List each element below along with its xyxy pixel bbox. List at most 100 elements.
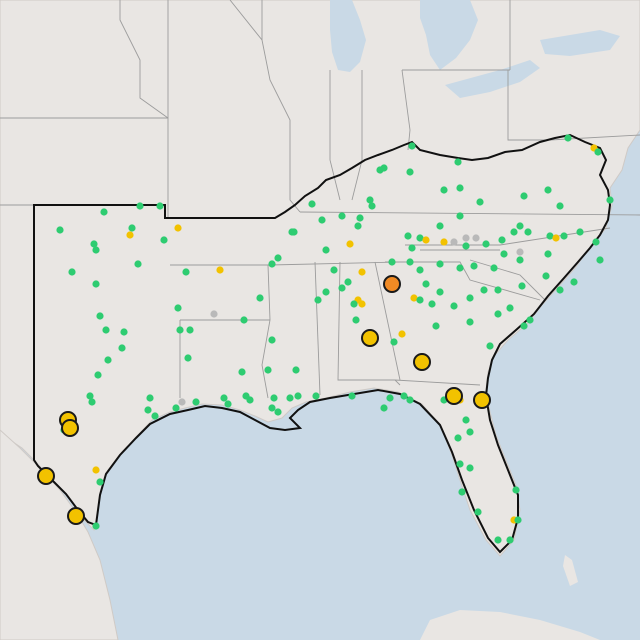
marker-green-dot-icon[interactable] <box>386 394 394 402</box>
marker-green-dot-icon[interactable] <box>474 508 482 516</box>
marker-green-dot-icon[interactable] <box>432 322 440 330</box>
marker-green-dot-icon[interactable] <box>436 222 444 230</box>
marker-green-dot-icon[interactable] <box>368 202 376 210</box>
marker-green-dot-icon[interactable] <box>406 168 414 176</box>
marker-green-dot-icon[interactable] <box>564 134 572 142</box>
marker-green-dot-icon[interactable] <box>128 224 136 232</box>
marker-green-dot-icon[interactable] <box>512 486 520 494</box>
marker-yellow-circle-icon[interactable] <box>67 507 85 525</box>
marker-green-dot-icon[interactable] <box>494 286 502 294</box>
marker-green-dot-icon[interactable] <box>408 142 416 150</box>
marker-green-dot-icon[interactable] <box>274 254 282 262</box>
marker-yellow-dot-icon[interactable] <box>126 231 134 239</box>
marker-green-dot-icon[interactable] <box>388 258 396 266</box>
marker-green-dot-icon[interactable] <box>454 434 462 442</box>
marker-gray-dot-icon[interactable] <box>462 234 470 242</box>
marker-green-dot-icon[interactable] <box>224 400 232 408</box>
marker-green-dot-icon[interactable] <box>406 396 414 404</box>
marker-green-dot-icon[interactable] <box>322 288 330 296</box>
marker-green-dot-icon[interactable] <box>546 232 554 240</box>
marker-green-dot-icon[interactable] <box>268 404 276 412</box>
marker-green-dot-icon[interactable] <box>308 200 316 208</box>
marker-green-dot-icon[interactable] <box>256 294 264 302</box>
marker-green-dot-icon[interactable] <box>440 186 448 194</box>
marker-green-dot-icon[interactable] <box>456 460 464 468</box>
marker-green-dot-icon[interactable] <box>338 212 346 220</box>
marker-green-dot-icon[interactable] <box>428 300 436 308</box>
marker-green-dot-icon[interactable] <box>560 232 568 240</box>
marker-yellow-dot-icon[interactable] <box>92 466 100 474</box>
marker-green-dot-icon[interactable] <box>268 336 276 344</box>
marker-green-dot-icon[interactable] <box>92 246 100 254</box>
marker-green-dot-icon[interactable] <box>312 392 320 400</box>
marker-green-dot-icon[interactable] <box>86 392 94 400</box>
marker-green-dot-icon[interactable] <box>500 250 508 258</box>
marker-green-dot-icon[interactable] <box>268 260 276 268</box>
marker-yellow-circle-icon[interactable] <box>473 391 491 409</box>
marker-green-dot-icon[interactable] <box>184 354 192 362</box>
marker-yellow-circle-icon[interactable] <box>61 419 79 437</box>
marker-green-dot-icon[interactable] <box>292 366 300 374</box>
marker-green-dot-icon[interactable] <box>96 312 104 320</box>
marker-green-dot-icon[interactable] <box>518 282 526 290</box>
marker-green-dot-icon[interactable] <box>322 246 330 254</box>
marker-green-dot-icon[interactable] <box>494 310 502 318</box>
marker-green-dot-icon[interactable] <box>380 164 388 172</box>
marker-green-dot-icon[interactable] <box>400 392 408 400</box>
marker-green-dot-icon[interactable] <box>506 536 514 544</box>
marker-green-dot-icon[interactable] <box>490 264 498 272</box>
marker-green-dot-icon[interactable] <box>96 478 104 486</box>
marker-green-dot-icon[interactable] <box>436 260 444 268</box>
marker-gray-dot-icon[interactable] <box>516 248 524 256</box>
marker-green-dot-icon[interactable] <box>390 338 398 346</box>
marker-green-dot-icon[interactable] <box>288 228 296 236</box>
marker-green-dot-icon[interactable] <box>160 236 168 244</box>
marker-green-dot-icon[interactable] <box>466 428 474 436</box>
marker-green-dot-icon[interactable] <box>102 326 110 334</box>
marker-green-dot-icon[interactable] <box>186 326 194 334</box>
marker-gray-dot-icon[interactable] <box>450 238 458 246</box>
marker-green-dot-icon[interactable] <box>56 226 64 234</box>
marker-green-dot-icon[interactable] <box>380 404 388 412</box>
marker-green-dot-icon[interactable] <box>596 256 604 264</box>
marker-green-dot-icon[interactable] <box>486 342 494 350</box>
marker-green-dot-icon[interactable] <box>556 202 564 210</box>
marker-green-dot-icon[interactable] <box>348 392 356 400</box>
marker-green-dot-icon[interactable] <box>542 272 550 280</box>
marker-green-dot-icon[interactable] <box>454 158 462 166</box>
marker-green-dot-icon[interactable] <box>338 284 346 292</box>
marker-green-dot-icon[interactable] <box>144 406 152 414</box>
marker-green-dot-icon[interactable] <box>406 258 414 266</box>
marker-green-dot-icon[interactable] <box>286 394 294 402</box>
marker-green-dot-icon[interactable] <box>466 464 474 472</box>
marker-green-dot-icon[interactable] <box>576 228 584 236</box>
marker-yellow-circle-icon[interactable] <box>413 353 431 371</box>
marker-green-dot-icon[interactable] <box>156 202 164 210</box>
marker-orange-circle-icon[interactable] <box>383 275 401 293</box>
marker-green-dot-icon[interactable] <box>118 344 126 352</box>
marker-green-dot-icon[interactable] <box>606 196 614 204</box>
marker-yellow-dot-icon[interactable] <box>346 240 354 248</box>
marker-green-dot-icon[interactable] <box>366 196 374 204</box>
marker-green-dot-icon[interactable] <box>350 300 358 308</box>
marker-green-dot-icon[interactable] <box>456 184 464 192</box>
marker-green-dot-icon[interactable] <box>462 242 470 250</box>
marker-green-dot-icon[interactable] <box>318 216 326 224</box>
marker-green-dot-icon[interactable] <box>134 260 142 268</box>
marker-gray-dot-icon[interactable] <box>178 398 186 406</box>
marker-green-dot-icon[interactable] <box>556 286 564 294</box>
marker-green-dot-icon[interactable] <box>516 256 524 264</box>
marker-yellow-dot-icon[interactable] <box>440 238 448 246</box>
marker-yellow-dot-icon[interactable] <box>552 234 560 242</box>
marker-green-dot-icon[interactable] <box>466 318 474 326</box>
marker-green-dot-icon[interactable] <box>100 208 108 216</box>
marker-green-dot-icon[interactable] <box>136 202 144 210</box>
marker-green-dot-icon[interactable] <box>498 236 506 244</box>
marker-green-dot-icon[interactable] <box>510 228 518 236</box>
marker-green-dot-icon[interactable] <box>240 316 248 324</box>
marker-green-dot-icon[interactable] <box>90 240 98 248</box>
marker-green-dot-icon[interactable] <box>592 238 600 246</box>
marker-green-dot-icon[interactable] <box>458 488 466 496</box>
marker-green-dot-icon[interactable] <box>246 396 254 404</box>
marker-green-dot-icon[interactable] <box>416 234 424 242</box>
